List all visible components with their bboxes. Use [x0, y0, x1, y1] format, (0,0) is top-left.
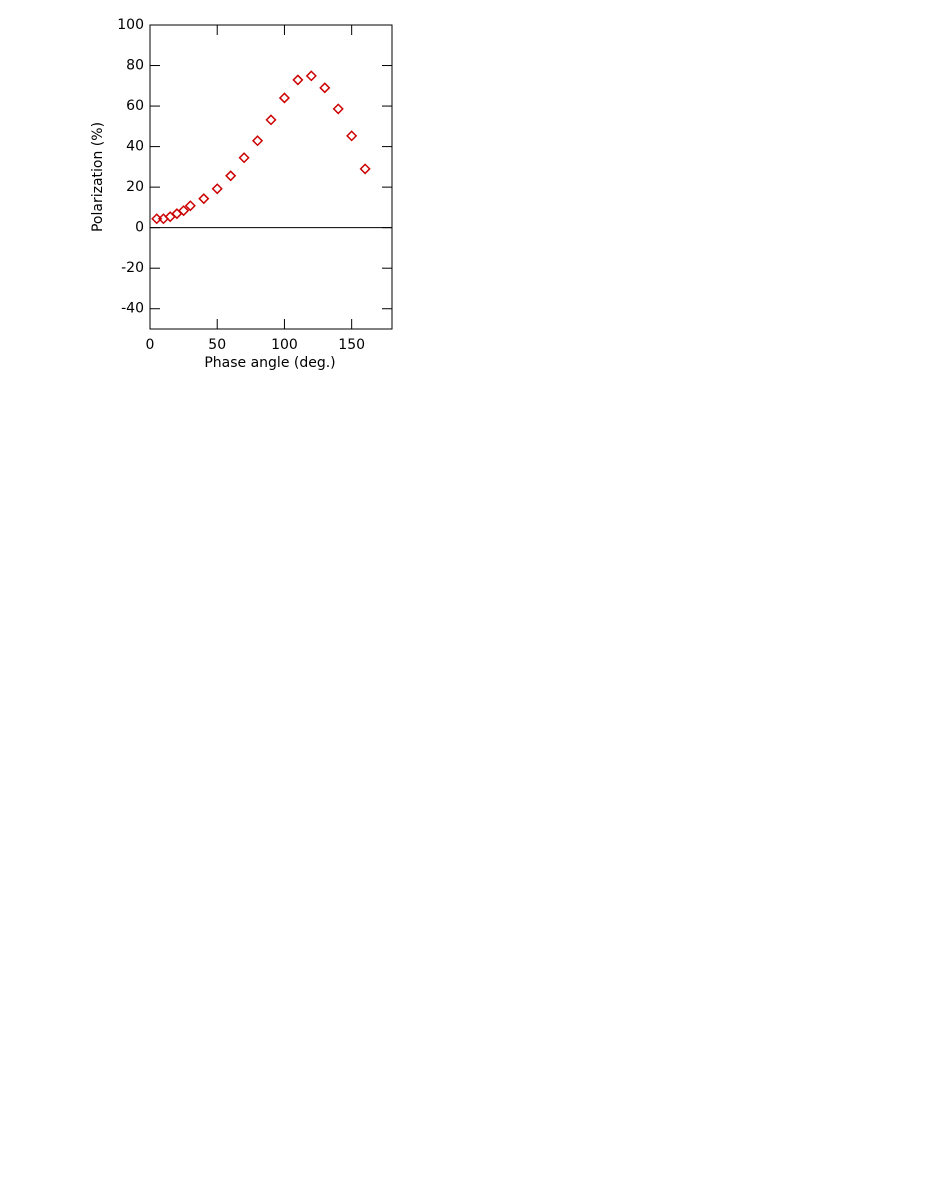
y-tick-label: 20 — [126, 179, 144, 195]
y-tick-label: 100 — [117, 17, 144, 33]
data-point — [346, 130, 358, 142]
data-point — [211, 183, 223, 195]
data-point — [225, 170, 237, 182]
y-tick-label: 80 — [126, 58, 144, 74]
data-point — [319, 82, 331, 94]
y-tick-label: -20 — [121, 260, 144, 276]
data-point — [305, 70, 317, 82]
data-point — [178, 205, 190, 217]
plot-frame — [149, 24, 393, 330]
x-tick-label: 150 — [338, 337, 365, 353]
data-point — [251, 135, 264, 147]
x-tick-label: 100 — [271, 337, 298, 353]
x-axis-label: Phase angle (deg.) — [204, 355, 335, 371]
data-point — [278, 92, 291, 104]
data-point — [359, 163, 371, 175]
data-point — [198, 193, 210, 205]
y-axis-label: Polarization (%) — [90, 122, 106, 232]
y-tick-label: 40 — [126, 139, 144, 155]
data-point — [292, 74, 304, 86]
data-point — [184, 200, 196, 212]
x-tick-label: 0 — [146, 337, 155, 353]
x-tick-label: 50 — [208, 337, 226, 353]
data-point — [238, 152, 250, 164]
data-point — [265, 114, 277, 126]
y-tick-label: 60 — [126, 98, 144, 114]
y-tick-label: 0 — [135, 220, 144, 236]
data-point — [332, 103, 344, 115]
y-tick-label: -40 — [121, 301, 144, 317]
